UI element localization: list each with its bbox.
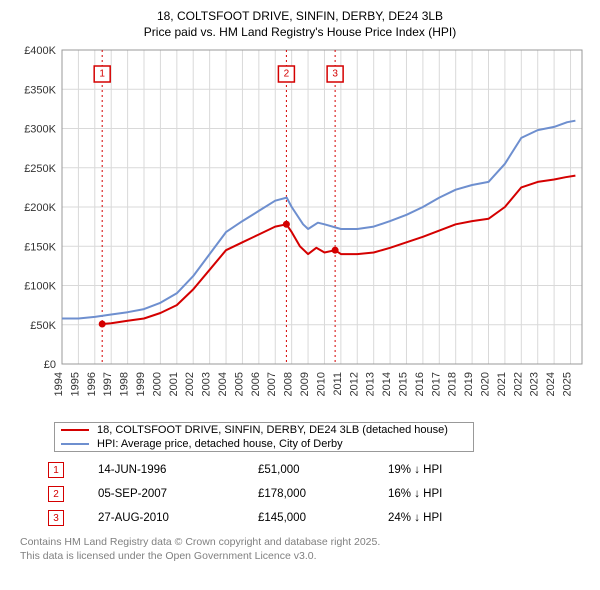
- transaction-date: 05-SEP-2007: [98, 488, 258, 500]
- transaction-delta: 24% ↓ HPI: [388, 512, 508, 524]
- legend-label: 18, COLTSFOOT DRIVE, SINFIN, DERBY, DE24…: [97, 424, 448, 436]
- svg-text:1999: 1999: [135, 372, 147, 396]
- svg-text:2017: 2017: [430, 372, 442, 396]
- svg-text:2001: 2001: [168, 372, 180, 396]
- svg-text:2009: 2009: [299, 372, 311, 396]
- legend-label: HPI: Average price, detached house, City…: [97, 438, 343, 450]
- transaction-price: £178,000: [258, 488, 388, 500]
- legend-swatch: [61, 443, 89, 445]
- svg-text:2005: 2005: [233, 372, 245, 396]
- transaction-price: £145,000: [258, 512, 388, 524]
- transaction-date: 14-JUN-1996: [98, 464, 258, 476]
- svg-text:£100K: £100K: [24, 281, 56, 293]
- svg-text:£300K: £300K: [24, 124, 56, 136]
- svg-text:£50K: £50K: [30, 320, 56, 332]
- svg-text:2021: 2021: [496, 372, 508, 396]
- title-line-1: 18, COLTSFOOT DRIVE, SINFIN, DERBY, DE24…: [12, 8, 588, 24]
- svg-text:1996: 1996: [86, 372, 98, 396]
- svg-text:2013: 2013: [365, 372, 377, 396]
- svg-text:2025: 2025: [562, 372, 574, 396]
- transaction-row: 3 27-AUG-2010 £145,000 24% ↓ HPI: [48, 506, 588, 530]
- legend-swatch: [61, 429, 89, 431]
- transaction-row: 1 14-JUN-1996 £51,000 19% ↓ HPI: [48, 458, 588, 482]
- svg-text:2004: 2004: [217, 372, 229, 396]
- transaction-date: 27-AUG-2010: [98, 512, 258, 524]
- transaction-marker: 2: [48, 486, 64, 502]
- chart-container: 18, COLTSFOOT DRIVE, SINFIN, DERBY, DE24…: [0, 0, 600, 568]
- svg-text:2024: 2024: [545, 372, 557, 396]
- svg-text:£200K: £200K: [24, 202, 56, 214]
- transaction-marker: 1: [48, 462, 64, 478]
- footer-line-2: This data is licensed under the Open Gov…: [20, 550, 588, 564]
- legend-row: HPI: Average price, detached house, City…: [55, 437, 473, 451]
- svg-text:2016: 2016: [414, 372, 426, 396]
- svg-text:2006: 2006: [250, 372, 262, 396]
- svg-text:2011: 2011: [332, 372, 344, 396]
- transaction-delta: 19% ↓ HPI: [388, 464, 508, 476]
- chart-svg: £0 £50K £100K £150K £200K £250K £300K £350K £400…: [12, 44, 588, 416]
- transaction-table: 1 14-JUN-1996 £51,000 19% ↓ HPI 2 05-SEP…: [48, 458, 588, 530]
- svg-text:£150K: £150K: [24, 242, 56, 254]
- svg-text:2020: 2020: [479, 372, 491, 396]
- svg-text:2018: 2018: [447, 372, 459, 396]
- svg-text:2007: 2007: [266, 372, 278, 396]
- chart: £0 £50K £100K £150K £200K £250K £300K £350K £400…: [12, 44, 588, 416]
- footer-line-1: Contains HM Land Registry data © Crown c…: [20, 536, 588, 550]
- svg-text:3: 3: [332, 69, 338, 80]
- svg-text:2: 2: [284, 69, 290, 80]
- transaction-marker: 3: [48, 510, 64, 526]
- svg-text:£0: £0: [44, 359, 56, 371]
- svg-text:2008: 2008: [283, 372, 295, 396]
- legend-row: 18, COLTSFOOT DRIVE, SINFIN, DERBY, DE24…: [55, 423, 473, 437]
- svg-text:1994: 1994: [53, 372, 65, 396]
- title-line-2: Price paid vs. HM Land Registry's House …: [12, 24, 588, 40]
- transaction-delta: 16% ↓ HPI: [388, 488, 508, 500]
- svg-text:1998: 1998: [119, 372, 131, 396]
- svg-text:2019: 2019: [463, 372, 475, 396]
- svg-text:1: 1: [99, 69, 105, 80]
- svg-text:2003: 2003: [201, 372, 213, 396]
- svg-text:2015: 2015: [397, 372, 409, 396]
- svg-text:2023: 2023: [529, 372, 541, 396]
- svg-text:2002: 2002: [184, 372, 196, 396]
- svg-text:1997: 1997: [102, 372, 114, 396]
- svg-text:1995: 1995: [69, 372, 81, 396]
- title-block: 18, COLTSFOOT DRIVE, SINFIN, DERBY, DE24…: [12, 8, 588, 40]
- svg-text:2012: 2012: [348, 372, 360, 396]
- svg-text:2014: 2014: [381, 372, 393, 396]
- transaction-row: 2 05-SEP-2007 £178,000 16% ↓ HPI: [48, 482, 588, 506]
- svg-text:2022: 2022: [512, 372, 524, 396]
- footer: Contains HM Land Registry data © Crown c…: [20, 536, 588, 563]
- svg-text:£250K: £250K: [24, 163, 56, 175]
- svg-text:2000: 2000: [151, 372, 163, 396]
- svg-text:2010: 2010: [315, 372, 327, 396]
- legend: 18, COLTSFOOT DRIVE, SINFIN, DERBY, DE24…: [54, 422, 474, 452]
- svg-text:£350K: £350K: [24, 85, 56, 97]
- svg-text:£400K: £400K: [24, 45, 56, 57]
- transaction-price: £51,000: [258, 464, 388, 476]
